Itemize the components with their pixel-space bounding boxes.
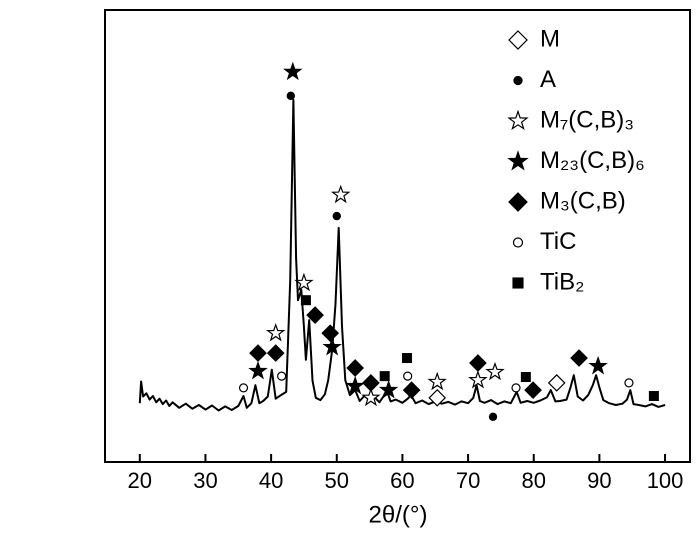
legend-label: M₇(C,B)₃ bbox=[540, 106, 634, 133]
phase-marker bbox=[427, 371, 447, 391]
phase-marker bbox=[277, 371, 287, 381]
phase-marker bbox=[485, 361, 505, 381]
phase-marker bbox=[249, 344, 267, 362]
legend-label: M bbox=[540, 25, 560, 52]
phase-marker bbox=[402, 381, 421, 399]
phase-marker bbox=[283, 61, 303, 81]
x-tick-label: 90 bbox=[587, 468, 611, 493]
x-tick-label: 60 bbox=[390, 468, 414, 493]
x-axis-label: 2θ/(°) bbox=[369, 501, 428, 528]
legend-symbol bbox=[512, 237, 524, 248]
legend-label: TiC bbox=[540, 228, 576, 255]
x-tick-label: 20 bbox=[128, 468, 152, 493]
phase-marker bbox=[524, 381, 542, 399]
x-tick-label: 100 bbox=[647, 468, 684, 493]
phase-marker bbox=[286, 91, 296, 101]
phase-marker bbox=[624, 378, 634, 388]
legend-label: M₃(C,B) bbox=[540, 187, 626, 214]
phase-marker bbox=[265, 322, 286, 342]
legend-label: A bbox=[540, 66, 556, 93]
phase-marker bbox=[332, 211, 341, 221]
legend-symbol bbox=[513, 75, 523, 86]
phase-marker bbox=[488, 412, 498, 421]
phase-marker bbox=[469, 354, 487, 372]
legend-symbol bbox=[512, 277, 524, 289]
phase-marker bbox=[306, 306, 324, 324]
legend-label: TiB₂ bbox=[540, 268, 584, 295]
phase-marker bbox=[294, 272, 314, 292]
phase-marker bbox=[266, 344, 285, 362]
legend-symbol bbox=[507, 150, 529, 171]
legend-symbol bbox=[508, 192, 528, 212]
x-tick-label: 30 bbox=[193, 468, 217, 493]
phase-marker bbox=[378, 379, 399, 399]
phase-marker bbox=[468, 369, 488, 389]
phase-marker bbox=[520, 372, 531, 383]
phase-marker bbox=[238, 383, 249, 393]
phase-marker bbox=[362, 374, 380, 392]
phase-marker bbox=[300, 295, 311, 306]
phase-marker bbox=[547, 374, 566, 392]
plot-frame bbox=[104, 9, 691, 463]
phase-marker bbox=[511, 383, 521, 393]
phase-marker bbox=[648, 391, 659, 402]
phase-marker bbox=[330, 184, 351, 204]
x-tick-label: 80 bbox=[521, 468, 545, 493]
phase-marker bbox=[379, 371, 390, 382]
legend-symbol bbox=[507, 109, 529, 131]
x-tick-label: 40 bbox=[259, 468, 283, 493]
phase-marker bbox=[403, 371, 413, 381]
phase-marker bbox=[322, 336, 342, 356]
phase-marker bbox=[248, 360, 268, 380]
legend-symbol bbox=[508, 30, 528, 50]
phase-marker bbox=[428, 388, 447, 407]
legend-label: M₂₃(C,B)₆ bbox=[540, 147, 645, 174]
phase-marker bbox=[570, 349, 588, 367]
phase-marker bbox=[361, 387, 381, 407]
x-tick-label: 50 bbox=[325, 468, 349, 493]
phase-marker bbox=[402, 353, 413, 364]
x-tick-label: 70 bbox=[456, 468, 480, 493]
phase-marker bbox=[321, 324, 340, 343]
phase-marker bbox=[345, 375, 365, 395]
phase-marker bbox=[346, 359, 365, 377]
phase-marker bbox=[588, 355, 608, 375]
